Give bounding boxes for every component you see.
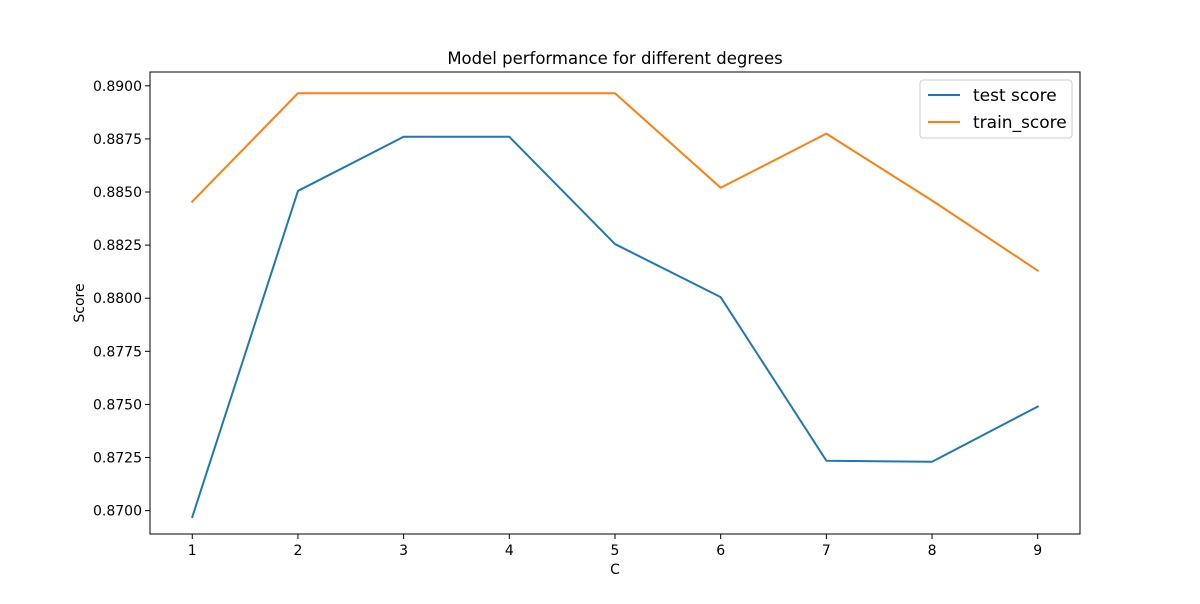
plot-frame — [149, 71, 1081, 535]
x-tick-label: 5 — [611, 543, 620, 559]
x-tick-label: 8 — [928, 543, 937, 559]
y-tick-label: 0.8875 — [93, 132, 142, 148]
y-tick-label: 0.8775 — [93, 344, 142, 360]
y-tick-label: 0.8750 — [93, 397, 142, 413]
y-axis-label: Score — [72, 283, 88, 322]
y-tick-label: 0.8850 — [93, 185, 142, 201]
x-tick-label: 6 — [716, 543, 725, 559]
x-tick-label: 2 — [293, 543, 302, 559]
y-tick-label: 0.8700 — [93, 504, 142, 520]
x-tick-label: 1 — [188, 543, 197, 559]
legend-label: train_score — [973, 113, 1067, 133]
x-axis-label: C — [610, 562, 620, 578]
plot-area: 1 2 3 4 5 6 7 8 9 0.8700 0.8725 0.8750 0.8775 0.8800 0… — [93, 71, 1081, 559]
x-tick-label: 4 — [505, 543, 514, 559]
chart-title: Model performance for different degrees — [447, 49, 782, 68]
series-line-test-score — [191, 135, 1040, 519]
legend: test score train_score — [919, 79, 1073, 139]
legend-label: test score — [973, 86, 1057, 106]
x-tick-label: 7 — [822, 543, 831, 559]
x-tick-label: 3 — [399, 543, 408, 559]
series-line-train-score — [190, 92, 1040, 272]
y-tick-label: 0.8825 — [93, 238, 142, 254]
y-tick-label: 0.8800 — [93, 291, 142, 307]
x-tick-label: 9 — [1033, 543, 1042, 559]
y-tick-label: 0.8725 — [93, 451, 142, 467]
y-tick-label: 0.8900 — [93, 79, 142, 95]
